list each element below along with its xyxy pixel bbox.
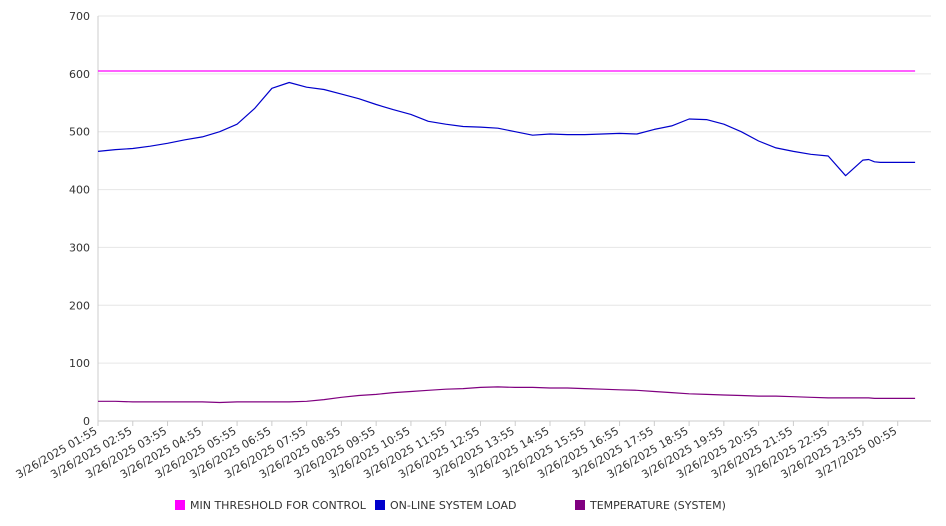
legend-swatch xyxy=(575,500,585,510)
y-tick-label: 500 xyxy=(69,126,90,139)
y-tick-label: 200 xyxy=(69,299,90,312)
legend-swatch xyxy=(175,500,185,510)
y-tick-label: 0 xyxy=(83,415,90,428)
legend-label: ON-LINE SYSTEM LOAD xyxy=(390,499,516,512)
y-tick-label: 600 xyxy=(69,68,90,81)
series-line-2 xyxy=(97,81,916,177)
series-lines xyxy=(97,70,916,404)
legend: MIN THRESHOLD FOR CONTROL ON-LINE SYSTEM … xyxy=(175,499,726,512)
y-axis: 0 100 200 300 400 500 600 700 xyxy=(69,10,99,428)
y-tick-label: 700 xyxy=(69,10,90,23)
y-tick-label: 100 xyxy=(69,357,90,370)
y-tick-label: 300 xyxy=(69,241,90,254)
y-tick-label: 400 xyxy=(69,184,90,197)
legend-label: MIN THRESHOLD FOR CONTROL xyxy=(190,499,367,512)
grid-lines xyxy=(98,15,931,364)
series-line-3 xyxy=(98,386,916,404)
legend-label: TEMPERATURE (SYSTEM) xyxy=(589,499,726,512)
x-axis: 3/26/2025 01:553/26/2025 02:553/26/2025 … xyxy=(14,420,931,481)
legend-swatch xyxy=(375,500,385,510)
